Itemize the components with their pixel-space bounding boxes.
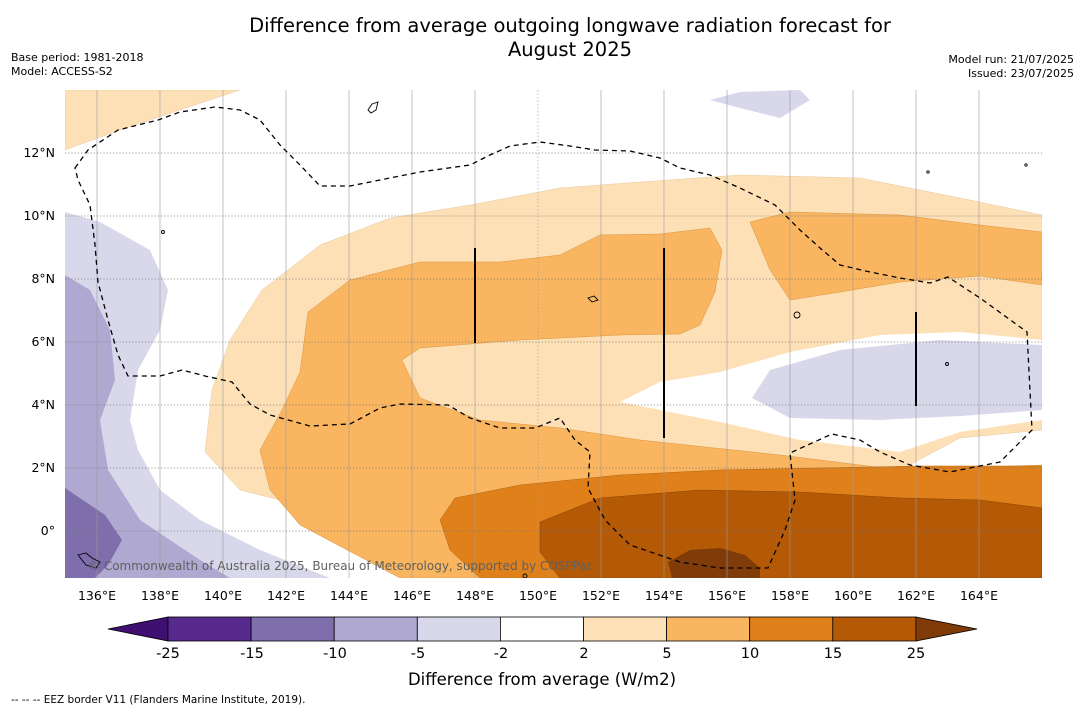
lon-label: 146°E [393, 588, 431, 603]
colorbar-swatch [499, 616, 584, 642]
lat-label: 10°N [23, 208, 55, 223]
lat-label: 0° [41, 523, 55, 538]
colorbar-swatch [832, 616, 917, 642]
latitude-labels: 12°N 10°N 8°N 6°N 4°N 2°N 0° [23, 145, 55, 538]
issued-date: Issued: 23/07/2025 [967, 67, 1074, 80]
lon-label: 158°E [771, 588, 809, 603]
lon-label: 144°E [330, 588, 368, 603]
lat-label: 6°N [31, 334, 55, 349]
colorbar-tick-label: 10 [741, 646, 759, 662]
copyright-notice: © Commonwealth of Australia 2025, Bureau… [88, 559, 593, 573]
colorbar-swatch [250, 616, 335, 642]
lat-label: 12°N [23, 145, 55, 160]
lon-label: 142°E [267, 588, 305, 603]
colorbar-tick-label: 2 [579, 646, 588, 662]
region-top-left-positive [65, 90, 241, 151]
title-line-2: August 2025 [507, 38, 633, 61]
colorbar-tick-label: -10 [323, 646, 347, 662]
colorbar-tick-label: -5 [411, 646, 425, 662]
lat-label: 4°N [31, 397, 55, 412]
colorbar-swatch [666, 616, 751, 642]
lon-label: 150°E [519, 588, 557, 603]
region-top-right-negative [710, 90, 810, 118]
lon-label: 164°E [960, 588, 998, 603]
model-name: Model: ACCESS-S2 [11, 65, 113, 78]
colorbar-tick-label: -2 [494, 646, 508, 662]
meta-left: Base period: 1981-2018 Model: ACCESS-S2 [11, 51, 143, 79]
region-west-light-negative [65, 212, 330, 578]
lon-label: 152°E [582, 588, 620, 603]
lon-label: 140°E [204, 588, 242, 603]
colorbar-extend-low [107, 616, 169, 642]
region-west-medium-negative [65, 275, 230, 578]
colorbar-labels: -25 -15 -10 -5 -2 2 5 10 15 25 [156, 646, 925, 662]
region-west-strong-negative [65, 488, 122, 578]
lon-label: 156°E [708, 588, 746, 603]
region-extreme-positive [668, 548, 760, 578]
small-islands [77, 101, 1028, 578]
title-line-1: Difference from average outgoing longwav… [249, 14, 891, 37]
colorbar-tick-label: 15 [824, 646, 842, 662]
colorbar-swatch [333, 616, 418, 642]
colorbar-swatch [583, 616, 667, 642]
colorbar-swatch [749, 616, 834, 642]
island-chains [474, 248, 917, 438]
region-very-strong-positive [539, 489, 1042, 578]
lat-label: 8°N [31, 271, 55, 286]
lon-label: 162°E [897, 588, 935, 603]
colorbar-swatch [167, 616, 252, 642]
longitude-labels: 136°E 138°E 140°E 142°E 144°E 146°E 148°… [78, 588, 998, 603]
lon-label: 154°E [645, 588, 683, 603]
chart-title: Difference from average outgoing longwav… [0, 14, 1085, 62]
lon-label: 148°E [456, 588, 494, 603]
colorbar-axis-label: Difference from average (W/m2) [408, 670, 676, 689]
colorbar-tick-label: 25 [907, 646, 925, 662]
meta-right: Model run: 21/07/2025 Issued: 23/07/2025 [948, 53, 1074, 81]
lon-label: 160°E [834, 588, 872, 603]
model-run: Model run: 21/07/2025 [948, 53, 1074, 66]
map-area: © Commonwealth of Australia 2025, Bureau… [65, 90, 1042, 578]
colorbar-swatch [416, 616, 501, 642]
base-period: Base period: 1981-2018 [11, 51, 144, 64]
colorbar-extend-high [915, 616, 978, 642]
colorbar-tick-label: 5 [662, 646, 671, 662]
region-top-right-positive [749, 211, 1042, 301]
colorbar [107, 616, 978, 642]
lat-label: 2°N [31, 460, 55, 475]
lon-label: 136°E [78, 588, 116, 603]
lon-label: 138°E [141, 588, 179, 603]
colorbar-tick-label: -15 [240, 646, 264, 662]
colorbar-tick-label: -25 [156, 646, 180, 662]
region-east-negative [752, 340, 1042, 420]
footer-note: -- -- -- EEZ border V11 (Flanders Marine… [11, 694, 306, 706]
